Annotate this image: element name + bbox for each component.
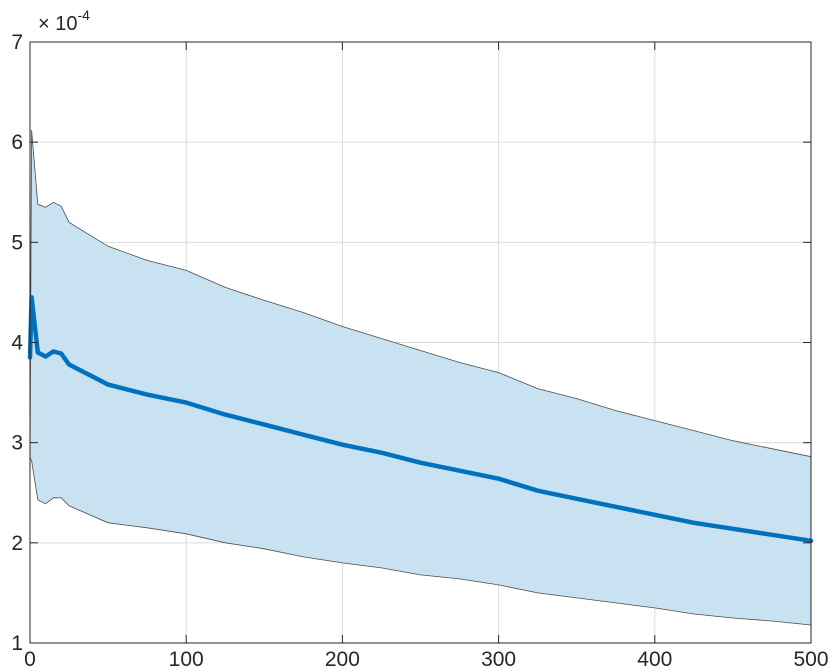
upper-bound-line: [29, 130, 812, 458]
x-tick-label: 100: [169, 648, 204, 671]
x-tick-label: 500: [793, 648, 828, 671]
x-tick-label: 200: [325, 648, 360, 671]
y-tick-label: 1: [11, 632, 23, 655]
band-area: [30, 130, 811, 625]
y-tick-label: 4: [11, 332, 23, 355]
lower-bound-line: [29, 457, 812, 626]
x-tick-label: 0: [24, 648, 36, 671]
x-tick-label: 400: [637, 648, 672, 671]
tick-marks: [29, 41, 812, 644]
y-tick-label: 6: [11, 131, 23, 154]
tick-labels: 0 100 200 300 400 500 1 2 3 4 5 6 7: [11, 31, 828, 671]
y-tick-label: 5: [11, 231, 23, 254]
y-tick-label: 2: [11, 532, 23, 555]
confidence-band: [30, 130, 811, 625]
series-lines: [27, 130, 814, 626]
y-tick-label: 7: [11, 31, 23, 54]
y-tick-label: 3: [11, 432, 23, 455]
mean-line: [27, 295, 814, 544]
y-axis-exponent-label: × 10-4: [38, 7, 90, 35]
x-tick-label: 300: [481, 648, 516, 671]
